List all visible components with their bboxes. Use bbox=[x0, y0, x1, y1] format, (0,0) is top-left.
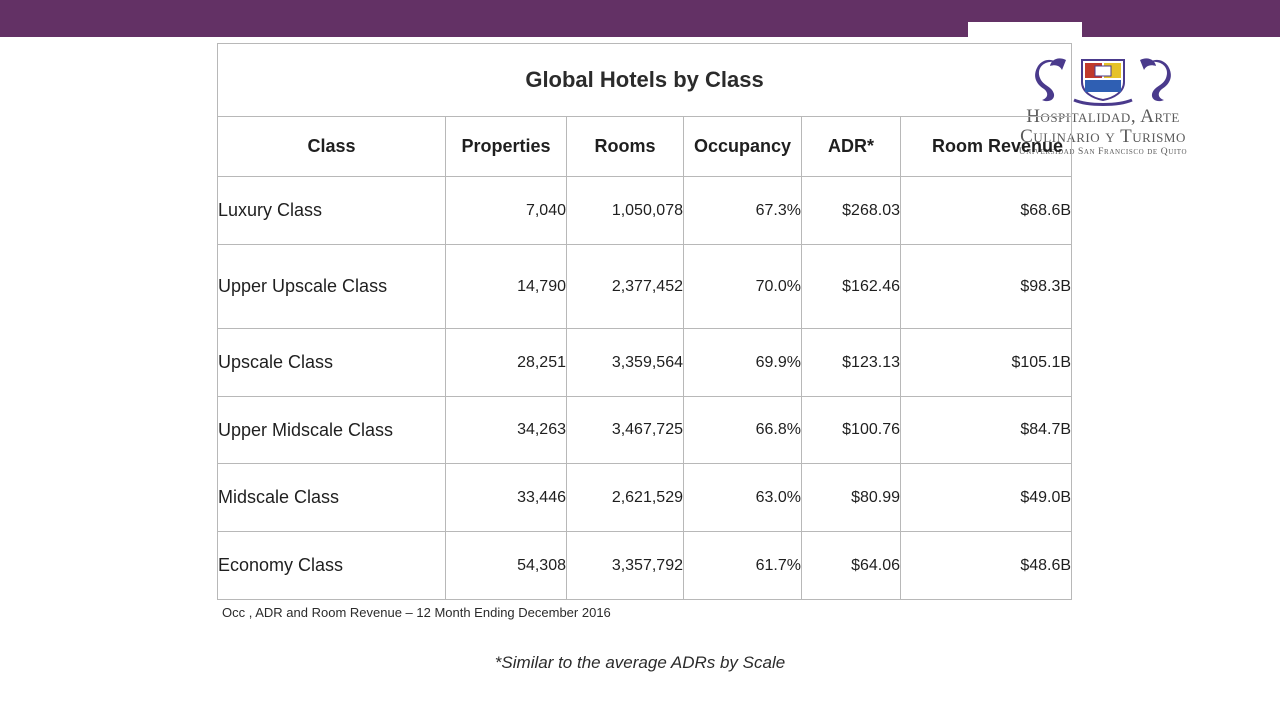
cell-properties: 33,446 bbox=[445, 463, 567, 532]
table-row: Economy Class 54,308 3,357,792 61.7% $64… bbox=[217, 531, 1073, 600]
cell-occupancy: 69.9% bbox=[683, 328, 802, 397]
cell-occupancy: 66.8% bbox=[683, 396, 802, 464]
cell-room-revenue: $49.0B bbox=[899, 463, 1073, 532]
cell-rooms: 3,467,725 bbox=[566, 396, 684, 464]
header-properties: Properties bbox=[445, 116, 567, 177]
cell-class: Upper Upscale Class bbox=[217, 244, 446, 329]
cell-properties: 7,040 bbox=[445, 176, 567, 245]
cell-room-revenue: $98.3B bbox=[899, 244, 1073, 329]
top-accent-bar bbox=[0, 0, 1280, 37]
table-row: Upper Upscale Class 14,790 2,377,452 70.… bbox=[217, 244, 1073, 329]
cell-occupancy: 63.0% bbox=[683, 463, 802, 532]
cell-adr: $123.13 bbox=[801, 328, 901, 397]
cell-class: Upper Midscale Class bbox=[217, 396, 446, 464]
cell-properties: 34,263 bbox=[445, 396, 567, 464]
cell-room-revenue: $68.6B bbox=[899, 176, 1073, 245]
header-room-revenue: Room Revenue bbox=[899, 116, 1073, 177]
table-row: Upper Midscale Class 34,263 3,467,725 66… bbox=[217, 396, 1073, 464]
adr-note: *Similar to the average ADRs by Scale bbox=[494, 653, 786, 672]
cell-class: Upscale Class bbox=[217, 328, 446, 397]
cell-occupancy: 70.0% bbox=[683, 244, 802, 329]
global-hotels-table: Global Hotels by Class Class Properties … bbox=[216, 43, 1073, 600]
header-occupancy: Occupancy bbox=[683, 116, 802, 177]
cell-rooms: 1,050,078 bbox=[566, 176, 684, 245]
table-header-row: Class Properties Rooms Occupancy ADR* Ro… bbox=[217, 116, 1073, 177]
table-row: Upscale Class 28,251 3,359,564 69.9% $12… bbox=[217, 328, 1073, 397]
cell-class: Economy Class bbox=[217, 531, 446, 600]
cell-properties: 28,251 bbox=[445, 328, 567, 397]
cell-rooms: 2,377,452 bbox=[566, 244, 684, 329]
table-title: Global Hotels by Class bbox=[216, 43, 1073, 117]
top-bar-notch bbox=[968, 22, 1082, 37]
table-row: Luxury Class 7,040 1,050,078 67.3% $268.… bbox=[217, 176, 1073, 245]
cell-rooms: 3,359,564 bbox=[566, 328, 684, 397]
cell-occupancy: 67.3% bbox=[683, 176, 802, 245]
dragon-crest-icon bbox=[1035, 58, 1171, 106]
cell-rooms: 3,357,792 bbox=[566, 531, 684, 600]
cell-room-revenue: $84.7B bbox=[899, 396, 1073, 464]
cell-class: Luxury Class bbox=[217, 176, 446, 245]
cell-adr: $100.76 bbox=[801, 396, 901, 464]
cell-adr: $268.03 bbox=[801, 176, 901, 245]
cell-class: Midscale Class bbox=[217, 463, 446, 532]
header-adr: ADR* bbox=[801, 116, 901, 177]
cell-adr: $162.46 bbox=[801, 244, 901, 329]
cell-properties: 14,790 bbox=[445, 244, 567, 329]
table-row: Midscale Class 33,446 2,621,529 63.0% $8… bbox=[217, 463, 1073, 532]
cell-rooms: 2,621,529 bbox=[566, 463, 684, 532]
header-rooms: Rooms bbox=[566, 116, 684, 177]
cell-adr: $80.99 bbox=[801, 463, 901, 532]
cell-room-revenue: $105.1B bbox=[899, 328, 1073, 397]
header-class: Class bbox=[217, 116, 446, 177]
cell-occupancy: 61.7% bbox=[683, 531, 802, 600]
cell-adr: $64.06 bbox=[801, 531, 901, 600]
cell-properties: 54,308 bbox=[445, 531, 567, 600]
logo-text-line-3: Universidad San Francisco de Quito bbox=[1018, 147, 1188, 157]
source-footnote: Occ , ADR and Room Revenue – 12 Month En… bbox=[222, 605, 611, 620]
cell-room-revenue: $48.6B bbox=[899, 531, 1073, 600]
